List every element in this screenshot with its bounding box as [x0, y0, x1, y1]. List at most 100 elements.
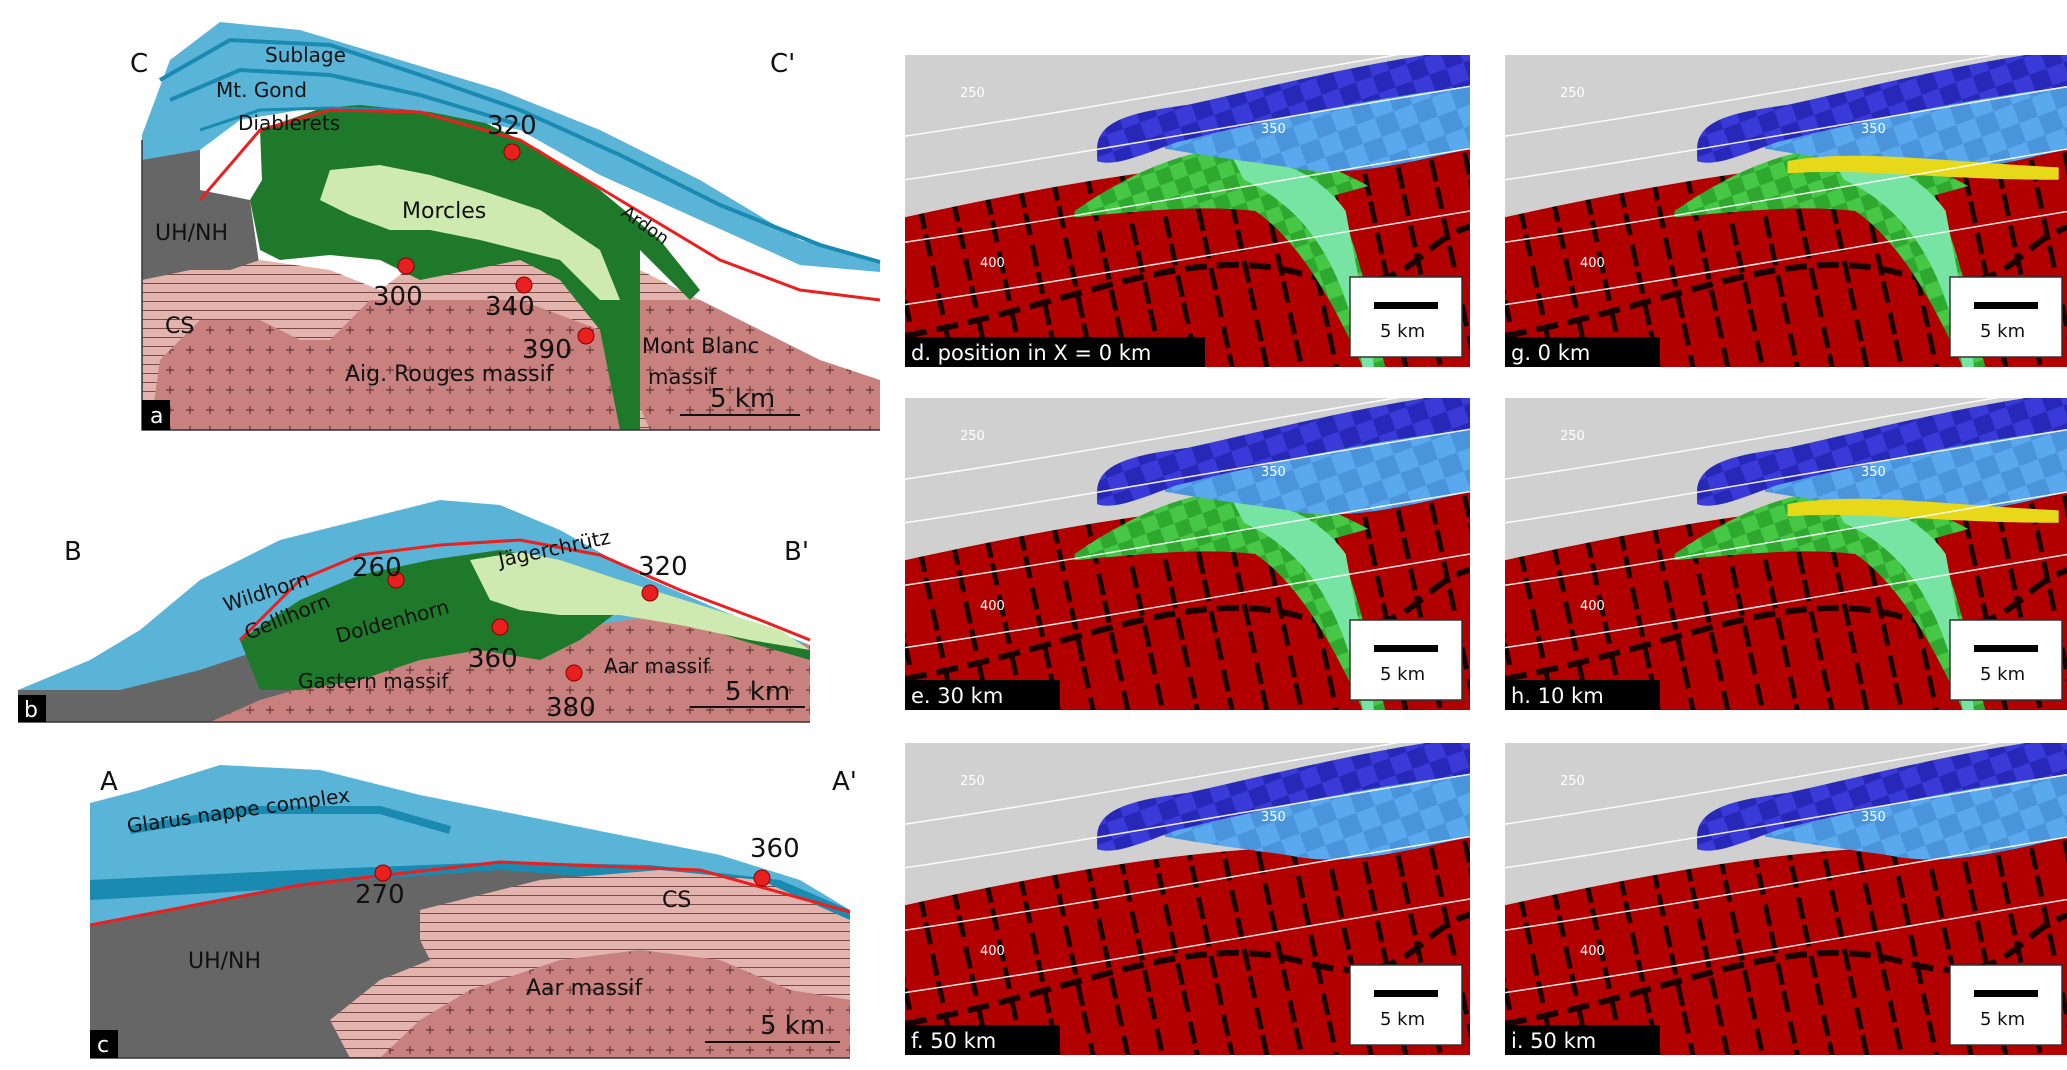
section-a-basal-thrust [198, 108, 881, 302]
model-caption-bg [1505, 1025, 1660, 1055]
isotherm-label: 400 [1580, 256, 1605, 271]
temp-label: 340 [485, 292, 535, 322]
temp-label: 320 [638, 552, 688, 582]
temp-label: 360 [468, 644, 518, 674]
model-caption: e. 30 km [911, 684, 1003, 708]
temp-point-a-340 [515, 276, 533, 294]
svg-text:b: b [24, 698, 38, 723]
model-caption-bg [1505, 337, 1660, 367]
isotherm-label: 400 [980, 256, 1005, 271]
isotherm-label: 350 [1861, 810, 1886, 825]
section-c: A A' Glarus nappe complex UH/NH CS Aar m… [89, 765, 857, 1059]
model-panels: 250 350 400 5 km d. position in X = 0 km 250 3… [905, 55, 2067, 1055]
isotherm-label: 350 [1261, 122, 1286, 137]
model-panel-h: 250 350 400 5 km h. 10 km [1505, 398, 2067, 710]
isotherm-label: 250 [960, 774, 985, 789]
section-a-aig-rouges-massif [150, 300, 640, 430]
temp-point-a-300 [397, 257, 415, 275]
model-darkblue-nappe [1697, 743, 2067, 851]
unit-label: CS [662, 888, 691, 913]
model-basement [905, 817, 1470, 1055]
model-scale-box [1349, 276, 1463, 358]
model-scale-box [1349, 619, 1463, 701]
unit-label: Sublage [265, 43, 346, 67]
scale-label: 5 km [710, 384, 775, 414]
section-a: C C' Sublage Mt. Gond Diablerets Morcles… [130, 22, 881, 431]
model-basement [1505, 818, 2067, 1055]
isotherm-label: 350 [1261, 465, 1286, 480]
panel-tag-bg [142, 400, 170, 430]
model-scale-label: 5 km [1980, 1009, 2025, 1030]
temp-point-a-390 [577, 327, 595, 345]
isotherm-label: 350 [1861, 465, 1886, 480]
model-caption: g. 0 km [1511, 341, 1590, 365]
temp-label: 320 [487, 111, 537, 141]
model-scale-label: 5 km [1980, 664, 2025, 685]
model-caption: f. 50 km [911, 1029, 996, 1053]
model-panel-d: 250 350 400 5 km d. position in X = 0 km [905, 55, 1470, 367]
isotherm-label: 400 [1580, 944, 1605, 959]
unit-label: Aig. Rouges massif [345, 362, 555, 387]
unit-label: Gastern massif [298, 669, 449, 693]
model-darkblue-nappe [1097, 398, 1470, 506]
unit-label: Mont Blanc [642, 334, 759, 358]
unit-label: Morcles [402, 199, 486, 224]
model-caption-bg [905, 680, 1060, 710]
model-panel-f: 250 350 400 5 km f. 50 km [905, 743, 1470, 1055]
model-darkblue-nappe [1697, 55, 2067, 163]
model-caption: i. 50 km [1511, 1029, 1596, 1053]
unit-label: Aar massif [526, 976, 644, 1001]
isotherm-label: 250 [960, 429, 985, 444]
model-darkblue-nappe [1097, 55, 1470, 163]
section-a-end-right: C' [770, 49, 795, 79]
unit-label: Aar massif [604, 654, 711, 678]
temp-point-a-320 [503, 143, 521, 161]
temp-label: 260 [352, 553, 402, 583]
unit-label: massif [648, 365, 717, 389]
model-scale-label: 5 km [1380, 1009, 1425, 1030]
section-a-mont-blanc-massif [600, 300, 880, 430]
model-caption: d. position in X = 0 km [911, 341, 1151, 365]
section-a-morcles-core [320, 165, 620, 300]
temp-label: 390 [522, 335, 572, 365]
isotherm-label: 400 [980, 944, 1005, 959]
temp-label: 360 [750, 834, 800, 864]
temp-label: 300 [373, 282, 423, 312]
model-caption-bg [905, 337, 1205, 367]
isotherm-label: 400 [980, 599, 1005, 614]
model-scale-box [1349, 964, 1463, 1046]
unit-label: CS [165, 314, 194, 339]
section-b-end-left: B [64, 537, 82, 567]
temp-label: 270 [355, 880, 405, 910]
isotherm-label: 250 [1560, 86, 1585, 101]
scale-label: 5 km [760, 1011, 825, 1041]
model-panel-e: 250 350 400 5 km e. 30 km [905, 398, 1470, 710]
section-b: B B' Wildhorn Gellihorn Doldenhorn Jäger… [18, 500, 811, 723]
section-b-end-right: B' [784, 537, 809, 567]
section-a-end-left: C [130, 49, 148, 79]
model-caption-bg [905, 1025, 1060, 1055]
model-scale-label: 5 km [1980, 321, 2025, 342]
unit-label: UH/NH [188, 949, 261, 974]
model-panel-i: 250 350 400 5 km i. 50 km [1505, 743, 2067, 1055]
model-scale-box [1949, 964, 2063, 1046]
panel-tag: a [150, 404, 163, 429]
temp-label: 380 [546, 693, 596, 723]
unit-label: UH/NH [155, 221, 228, 246]
isotherm-label: 250 [1560, 774, 1585, 789]
model-darkblue-nappe [1697, 398, 2067, 506]
model-caption: h. 10 km [1511, 684, 1604, 708]
isotherm-label: 350 [1261, 810, 1286, 825]
model-caption-bg [1505, 680, 1660, 710]
model-scale-label: 5 km [1380, 321, 1425, 342]
model-scale-box [1949, 619, 2063, 701]
model-panel-g: 250 350 400 5 km g. 0 km [1505, 55, 2067, 367]
isotherm-label: 250 [1560, 429, 1585, 444]
model-darkblue-nappe [1097, 743, 1470, 851]
unit-label: Diablerets [238, 111, 340, 135]
isotherm-label: 400 [1580, 599, 1605, 614]
scale-label: 5 km [725, 677, 790, 707]
section-a-helvetic-nappes [142, 22, 880, 272]
model-scale-label: 5 km [1380, 664, 1425, 685]
